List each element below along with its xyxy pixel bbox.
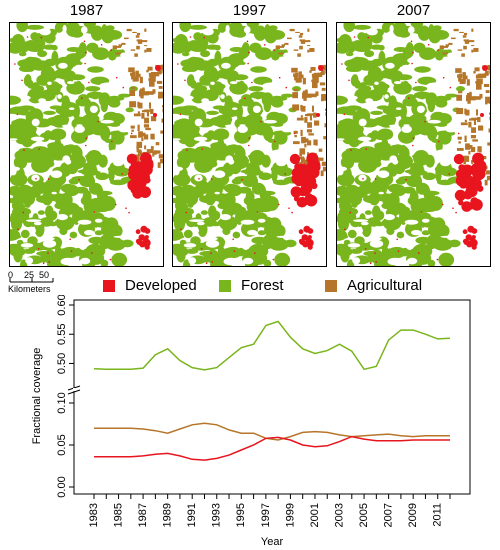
y-axis-label: Fractional coverage — [31, 348, 43, 445]
y-tick-label: 0.10 — [56, 392, 68, 413]
map-title-1987: 1987 — [69, 2, 104, 19]
scale-tick-50: 50 — [39, 270, 50, 280]
x-tick-label: 1989 — [162, 503, 174, 527]
axis-break-gap — [73, 388, 76, 391]
legend: Developed Forest Agricultural — [0, 277, 500, 297]
y-tick-label: 0.05 — [56, 434, 68, 455]
fractional-coverage-chart: 0.00 0.05 0.10 0.50 0.55 0.60 Fractional cover… — [31, 295, 471, 548]
series-line-developed — [94, 435, 450, 461]
x-tick-label: 1985 — [112, 503, 124, 527]
scale-unit-label: Kilometers — [8, 284, 51, 294]
land-cover-map-1997 — [172, 22, 327, 267]
legend-label-developed: Developed — [125, 277, 197, 294]
y-tick-label: 0.55 — [56, 324, 68, 345]
legend-label-forest: Forest — [241, 277, 284, 294]
x-tick-label: 2011 — [432, 503, 444, 527]
land-cover-map-1987 — [9, 22, 164, 267]
x-axis-label: Year — [261, 536, 284, 548]
x-tick-label: 1987 — [137, 503, 149, 527]
legend-swatch-agricultural — [325, 279, 337, 292]
scale-tick-25: 25 — [24, 270, 35, 280]
x-tick-label: 2009 — [407, 503, 419, 527]
map-title-2007: 2007 — [396, 2, 431, 19]
land-cover-map-2007 — [336, 22, 491, 267]
legend-label-agricultural: Agricultural — [347, 277, 423, 294]
legend-item-agricultural: Agricultural — [325, 277, 422, 294]
plot-frame — [73, 299, 471, 495]
x-tick-label: 2005 — [358, 503, 370, 527]
series-line-agricultural — [94, 422, 450, 441]
x-tick-label: 1991 — [186, 503, 198, 527]
series-line-forest — [93, 320, 451, 371]
x-tick-label: 1993 — [211, 503, 223, 527]
map-title-1997: 1997 — [232, 2, 267, 19]
y-tick-label: 0.00 — [56, 476, 68, 497]
y-tick-label: 0.60 — [56, 295, 68, 316]
legend-swatch-developed — [103, 279, 115, 292]
x-tick-label: 2001 — [309, 503, 321, 527]
x-tick-label: 1983 — [88, 503, 100, 527]
x-tick-label: 1995 — [235, 503, 247, 527]
legend-item-forest: Forest — [219, 277, 284, 294]
x-tick-label: 1999 — [284, 503, 296, 527]
y-tick-label: 0.50 — [56, 353, 68, 374]
x-tick-label: 2003 — [333, 503, 345, 527]
scale-tick-0: 0 — [8, 270, 14, 280]
x-tick-label: 2007 — [383, 503, 395, 527]
x-tick-label: 1997 — [260, 503, 272, 527]
axis-break-mark — [67, 389, 81, 395]
legend-item-developed: Developed — [103, 277, 197, 294]
legend-swatch-forest — [219, 279, 231, 292]
